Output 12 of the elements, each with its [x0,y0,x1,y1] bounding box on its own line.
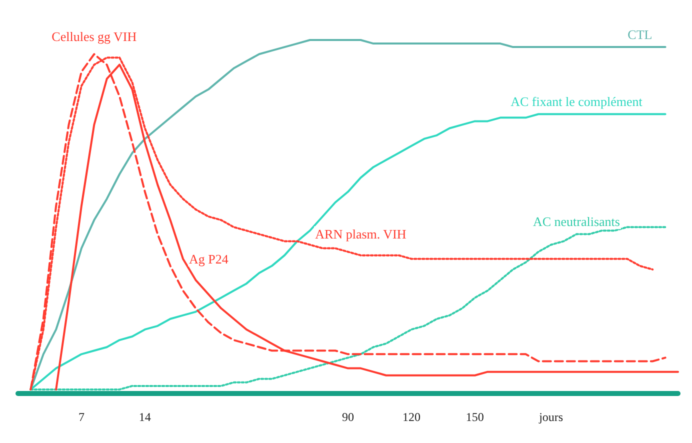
x-tick-label: 7 [78,410,84,424]
x-tick-label: 150 [466,410,484,424]
series-label: AC fixant le complément [510,94,643,110]
series-label: ARN plasm. VIH [315,226,406,242]
series-label: Cellules gg VIH [52,29,137,44]
x-tick-label: 120 [402,410,420,424]
series-label: Ag P24 [189,251,229,266]
x-tick-label: 90 [342,410,354,424]
series-label: AC neutralisants [532,214,620,230]
x-tick-label: jours [538,410,564,424]
x-tick-label: 14 [138,410,151,424]
series-label: CTL [628,27,652,42]
